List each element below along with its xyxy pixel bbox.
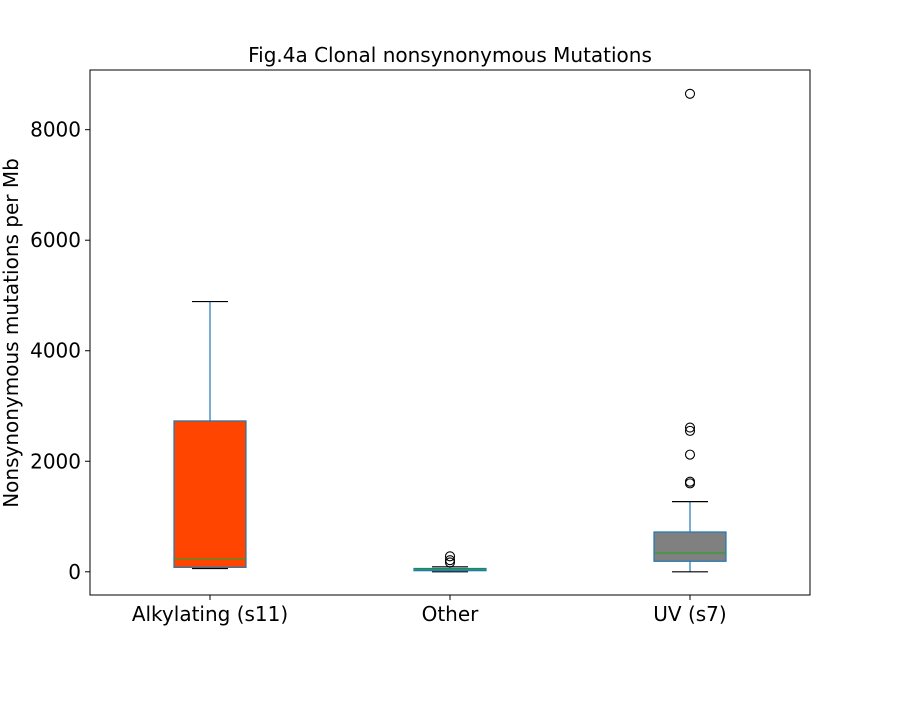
outlier-uv-s7-3: [684, 425, 696, 436]
x-tick-label-alkylating-s11: Alkylating (s11): [132, 602, 288, 626]
y-tick-label-0: 0: [68, 560, 81, 584]
plot-area: 0 2000 4000 6000 8000 Alkylating (s11) Other UV…: [30, 69, 811, 626]
outlier-uv-s7-1: [684, 476, 696, 487]
outlier-uv-s7-2: [684, 449, 696, 460]
box-alkylating-s11: [173, 420, 247, 568]
x-tick-label-other: Other: [422, 602, 480, 626]
y-axis-label: Nonsynonymous mutations per Mb: [0, 158, 23, 508]
x-tick-label-uv-s7: UV (s7): [653, 602, 726, 626]
chart-title: Fig.4a Clonal nonsynonymous Mutations: [248, 43, 652, 67]
outlier-other-2: [444, 551, 456, 562]
box-uv-s7: [653, 531, 727, 562]
y-tick-label-6000: 6000: [30, 228, 81, 252]
outlier-uv-s7-4: [684, 422, 696, 433]
y-tick-label-8000: 8000: [30, 118, 81, 142]
y-tick-label-2000: 2000: [30, 449, 81, 473]
y-tick-label-4000: 4000: [30, 339, 81, 363]
outlier-other-1: [444, 555, 456, 566]
outlier-uv-s7-5: [684, 88, 696, 99]
